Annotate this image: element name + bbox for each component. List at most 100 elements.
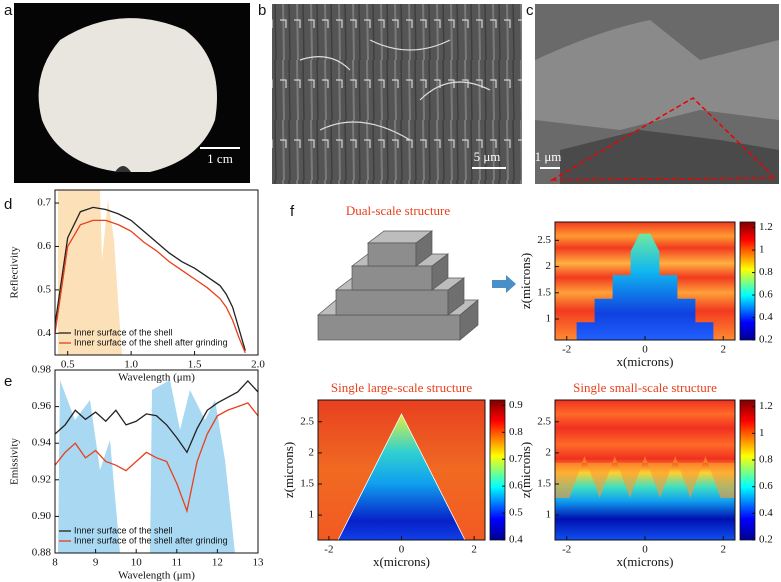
colorbar-tick-label: 1 [759,427,765,439]
y-tick-label: 1 [309,509,315,521]
legend-label: Inner surface of the shell after grindin… [74,337,228,347]
panel-label: d [4,196,12,213]
y-axis-label: Emissivity [9,437,21,485]
y-tick-label: 1.5 [300,478,314,490]
colorbar [739,221,756,341]
scale-label: 5 μm [474,149,501,164]
scale-label: 1 cm [207,151,233,166]
y-tick-label: 2.5 [300,415,314,427]
y-tick-label: 0.98 [32,364,52,376]
colorbar-tick-label: 0.9 [509,399,523,411]
x-tick-label: 2 [721,544,727,556]
x-tick-label: 9 [93,557,99,569]
x-axis-label: x(microns) [373,554,430,569]
scale-label: 1 μm [535,149,562,164]
colorbar-tick-label: 0.4 [759,507,773,519]
y-tick-label: 0.6 [37,240,51,252]
x-tick-label: 2 [471,544,477,556]
x-tick-label: 1.5 [188,359,202,371]
heatmap [555,400,735,540]
x-tick-label: 0 [642,344,648,356]
colorbar-tick-label: 1.2 [759,221,773,233]
colorbar-tick-label: 0.5 [509,507,523,519]
plot-frame [54,189,259,356]
map-title: Single large-scale structure [331,380,472,395]
colorbar-tick-label: 0.6 [759,289,773,301]
colorbar-tick-label: 0.8 [759,266,773,278]
series-line [54,219,246,354]
x-tick-label: 10 [131,557,143,569]
legend-label: Inner surface of the shell [74,327,173,337]
x-tick-label: -2 [324,544,333,556]
colorbar-tick-label: 0.4 [759,311,773,323]
triangle-outline [549,97,777,181]
x-tick-label: 8 [52,557,58,569]
y-tick-label: 2 [546,446,552,458]
colorbar-tick-label: 1.2 [759,400,773,412]
y-tick-label: 0.88 [32,547,52,559]
y-tick-label: 0.5 [37,283,51,295]
atmospheric-window [58,380,235,553]
x-tick-label: 11 [172,557,183,569]
y-tick-label: 2 [546,260,552,272]
field-structure [576,233,714,340]
x-tick-label: -2 [562,544,571,556]
colorbar [739,399,756,541]
y-tick-label: 1.5 [537,286,551,298]
panel-label: a [4,2,13,19]
cracks [299,39,491,141]
x-tick-label: 1.0 [124,359,138,371]
y-tick-label: 1.5 [537,478,551,490]
y-axis-label: z(microns) [281,442,296,498]
panel-label: f [290,203,295,220]
shell [38,18,218,172]
field-background [555,400,735,540]
y-tick-label: 0.7 [37,197,51,209]
arrow [492,275,516,293]
y-tick-label: 0.90 [32,510,52,522]
y-axis-label: z(microns) [518,442,533,498]
field-structure [555,456,735,498]
panel-label: e [4,373,12,390]
map-title: Single small-scale structure [573,380,717,395]
shell-hinge [115,166,131,172]
sem-image [272,4,522,184]
legend-label: Inner surface of the shell [74,525,173,535]
x-tick-label: -2 [562,344,571,356]
colorbar-tick-label: 0.6 [509,480,523,492]
y-axis-label: Reflectivity [9,246,21,298]
solar-spectrum [58,190,122,355]
colorbar-tick-label: 0.8 [509,426,523,438]
x-axis-label: Wavelength (μm) [118,570,195,582]
y-tick-label: 1 [546,313,552,325]
y-axis-label: z(microns) [518,253,533,309]
sem-relief [535,20,779,130]
series-line [54,206,246,351]
panel-label: b [258,2,266,19]
colorbar [489,399,506,541]
series-line [54,380,259,454]
colorbar-tick-label: 0.8 [759,454,773,466]
y-tick-label: 0.92 [32,473,51,485]
colorbar-tick-label: 0.6 [759,480,773,492]
y-tick-label: 0.4 [37,327,51,339]
x-tick-label: 0 [642,544,648,556]
plot-frame [54,369,259,554]
colorbar-tick-label: 1 [759,244,765,256]
x-tick-label: 13 [253,557,265,569]
x-tick-label: 0 [399,544,405,556]
y-tick-label: 0.94 [32,437,52,449]
colorbar-tick-label: 0.4 [509,534,523,546]
panel-label: c [526,2,534,19]
x-axis-label: x(microns) [616,554,673,569]
y-tick-label: 1 [546,509,552,521]
schematic-title: Dual-scale structure [346,203,451,218]
series-line [54,402,259,514]
colorbar-tick-label: 0.7 [509,453,523,465]
y-tick-label: 2 [309,446,315,458]
x-tick-label: 12 [212,557,223,569]
y-tick-label: 0.96 [32,400,52,412]
colorbar-tick-label: 0.2 [759,334,773,346]
x-tick-label: 2 [721,344,727,356]
